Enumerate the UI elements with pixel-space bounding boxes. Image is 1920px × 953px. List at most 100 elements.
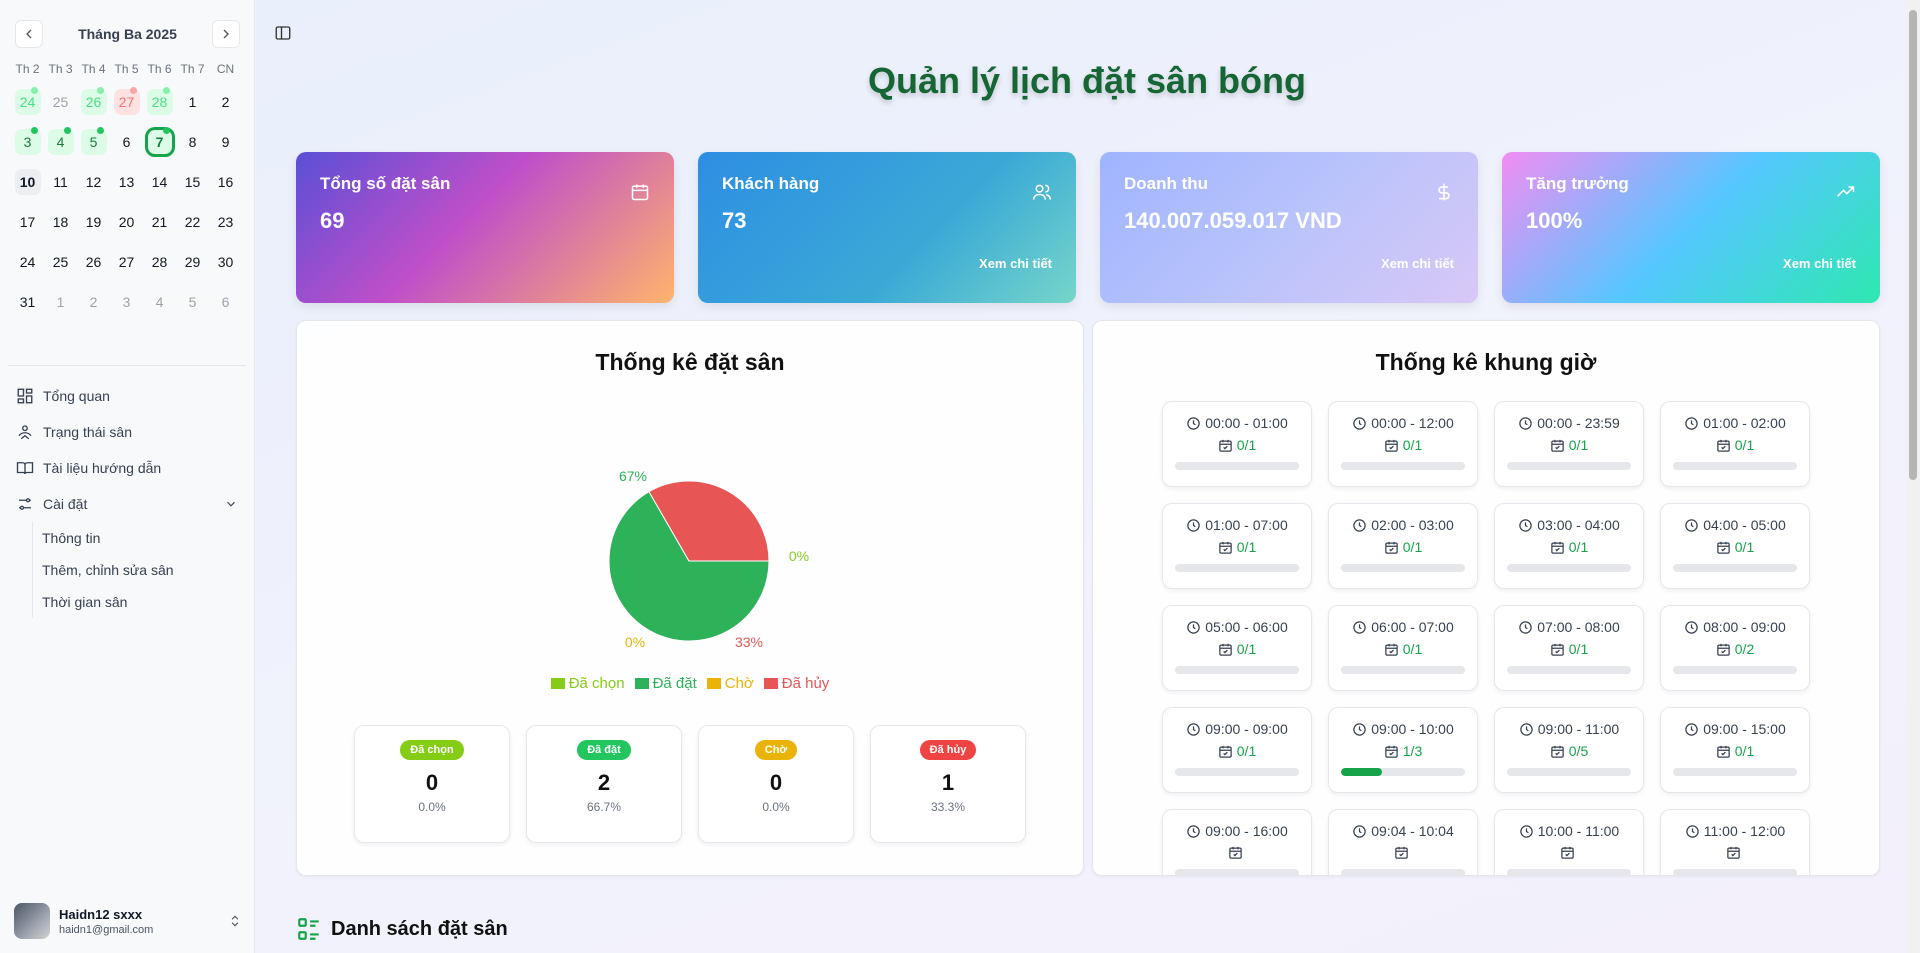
calendar-day[interactable]: 10 [11,162,44,202]
time-slot-card[interactable]: 01:00 - 02:00 0/1 [1660,401,1810,487]
calendar-day[interactable]: 3 [110,282,143,322]
user-menu[interactable]: Haidn12 sxxx haidn1@gmail.com [14,903,242,939]
time-slot-card[interactable]: 08:00 - 09:00 0/2 [1660,605,1810,691]
time-slot-card[interactable]: 00:00 - 01:00 0/1 [1162,401,1312,487]
time-slot-card[interactable]: 06:00 - 07:00 0/1 [1328,605,1478,691]
slot-time: 03:00 - 04:00 [1495,517,1643,533]
calendar-day[interactable]: 17 [11,202,44,242]
calendar-day[interactable]: 15 [176,162,209,202]
calendar-day[interactable]: 20 [110,202,143,242]
legend-item-0[interactable]: Đã chọn [550,675,625,692]
calendar-day[interactable]: 21 [143,202,176,242]
slot-count [1661,845,1809,860]
time-slot-card[interactable]: 04:00 - 05:00 0/1 [1660,503,1810,589]
calendar-check-icon [1385,541,1398,554]
sidebar-toggle-icon[interactable] [274,24,292,42]
time-slot-card[interactable]: 09:00 - 16:00 [1162,809,1312,875]
time-slot-card[interactable]: 05:00 - 06:00 0/1 [1162,605,1312,691]
time-slot-card[interactable]: 01:00 - 07:00 0/1 [1162,503,1312,589]
calendar-day[interactable]: 27 [110,82,143,122]
calendar-day[interactable]: 19 [77,202,110,242]
calendar-day[interactable]: 4 [143,282,176,322]
sidebar-item-settings[interactable]: Cài đặt [8,486,246,522]
time-slot-card[interactable]: 11:00 - 12:00 [1660,809,1810,875]
calendar-check-icon [1717,745,1730,758]
calendar-day[interactable]: 16 [209,162,242,202]
calendar-day[interactable]: 5 [176,282,209,322]
legend-item-1[interactable]: Đã đặt [634,675,697,692]
prev-month-button[interactable] [15,20,43,48]
calendar-day[interactable]: 25 [44,242,77,282]
view-details-link[interactable]: Xem chi tiết [979,256,1052,271]
time-slot-card[interactable]: 09:00 - 09:00 0/1 [1162,707,1312,793]
calendar-day[interactable]: 18 [44,202,77,242]
legend-item-2[interactable]: Chờ [706,675,754,692]
calendar-day[interactable]: 2 [209,82,242,122]
next-month-button[interactable] [211,20,240,48]
sidebar-item-docs[interactable]: Tài liệu hướng dẫn [8,450,246,486]
status-count: 0 [769,770,783,795]
sidebar-item-field-status[interactable]: Trạng thái sân [8,414,246,450]
calendar-day[interactable]: 29 [176,242,209,282]
time-slot-card[interactable]: 09:00 - 15:00 0/1 [1660,707,1810,793]
calendar-day[interactable]: 8 [176,122,209,162]
time-slot-card[interactable]: 07:00 - 08:00 0/1 [1494,605,1644,691]
calendar-day[interactable]: 9 [209,122,242,162]
calendar-day[interactable]: 6 [110,122,143,162]
calendar-day[interactable]: 7 [143,122,176,162]
scrollbar-thumb[interactable] [1909,10,1917,480]
time-slot-card[interactable]: 10:00 - 11:00 [1494,809,1644,875]
calendar-day[interactable]: 11 [44,162,77,202]
calendar-day[interactable]: 24 [11,242,44,282]
status-card-cancelled: Đã hủy 1 33.3% [870,725,1026,843]
calendar-day[interactable]: 30 [209,242,242,282]
calendar-day[interactable]: 3 [11,122,44,162]
calendar-day[interactable]: 6 [209,282,242,322]
calendar-day-number: 1 [188,94,197,110]
slot-count-label: 0/1 [1402,641,1423,657]
calendar-day[interactable]: 25 [44,82,77,122]
pie-slice-3[interactable] [648,480,770,562]
time-slot-card[interactable]: 09:04 - 10:04 [1328,809,1478,875]
submenu-item-info[interactable]: Thông tin [42,530,101,546]
calendar-day[interactable]: 27 [110,242,143,282]
slot-count-label: 0/1 [1734,539,1755,555]
calendar-day[interactable]: 12 [77,162,110,202]
calendar-day[interactable]: 26 [77,82,110,122]
calendar-day[interactable]: 13 [110,162,143,202]
slot-count: 0/1 [1495,437,1643,453]
calendar-day[interactable]: 28 [143,82,176,122]
time-slot-card[interactable]: 09:00 - 10:00 1/3 [1328,707,1478,793]
calendar-day[interactable]: 22 [176,202,209,242]
stat-label: Khách hàng [722,174,820,193]
calendar-day[interactable]: 24 [11,82,44,122]
time-slot-card[interactable]: 02:00 - 03:00 0/1 [1328,503,1478,589]
view-details-link[interactable]: Xem chi tiết [1381,256,1454,271]
calendar-day[interactable]: 1 [176,82,209,122]
calendar-day[interactable]: 28 [143,242,176,282]
submenu-item-field-time[interactable]: Thời gian sân [42,594,128,610]
pie-slice-1[interactable] [608,491,770,642]
calendar-day[interactable]: 1 [44,282,77,322]
calendar-day[interactable]: 14 [143,162,176,202]
time-slot-card[interactable]: 03:00 - 04:00 0/1 [1494,503,1644,589]
clock-icon [1187,824,1200,838]
calendar-day[interactable]: 4 [44,122,77,162]
view-details-link[interactable]: Xem chi tiết [1783,256,1856,271]
calendar-day-number: 5 [188,294,197,310]
time-slot-card[interactable]: 09:00 - 11:00 0/5 [1494,707,1644,793]
chevron-right-icon [223,29,229,39]
calendar-day[interactable]: 5 [77,122,110,162]
scrollbar[interactable] [1906,0,1920,953]
time-slot-card[interactable]: 00:00 - 12:00 0/1 [1328,401,1478,487]
calendar-day[interactable]: 31 [11,282,44,322]
calendar-day[interactable]: 23 [209,202,242,242]
booking-pie-chart: 0% 67% 0% 33% [608,468,809,650]
calendar-day[interactable]: 26 [77,242,110,282]
legend-item-3[interactable]: Đã hủy [763,675,829,692]
time-slot-card[interactable]: 00:00 - 23:59 0/1 [1494,401,1644,487]
calendar-day[interactable]: 2 [77,282,110,322]
submenu-item-edit-fields[interactable]: Thêm, chỉnh sửa sân [42,562,174,578]
calendar-day-number: 18 [52,214,69,230]
sidebar-item-overview[interactable]: Tổng quan [8,378,246,414]
